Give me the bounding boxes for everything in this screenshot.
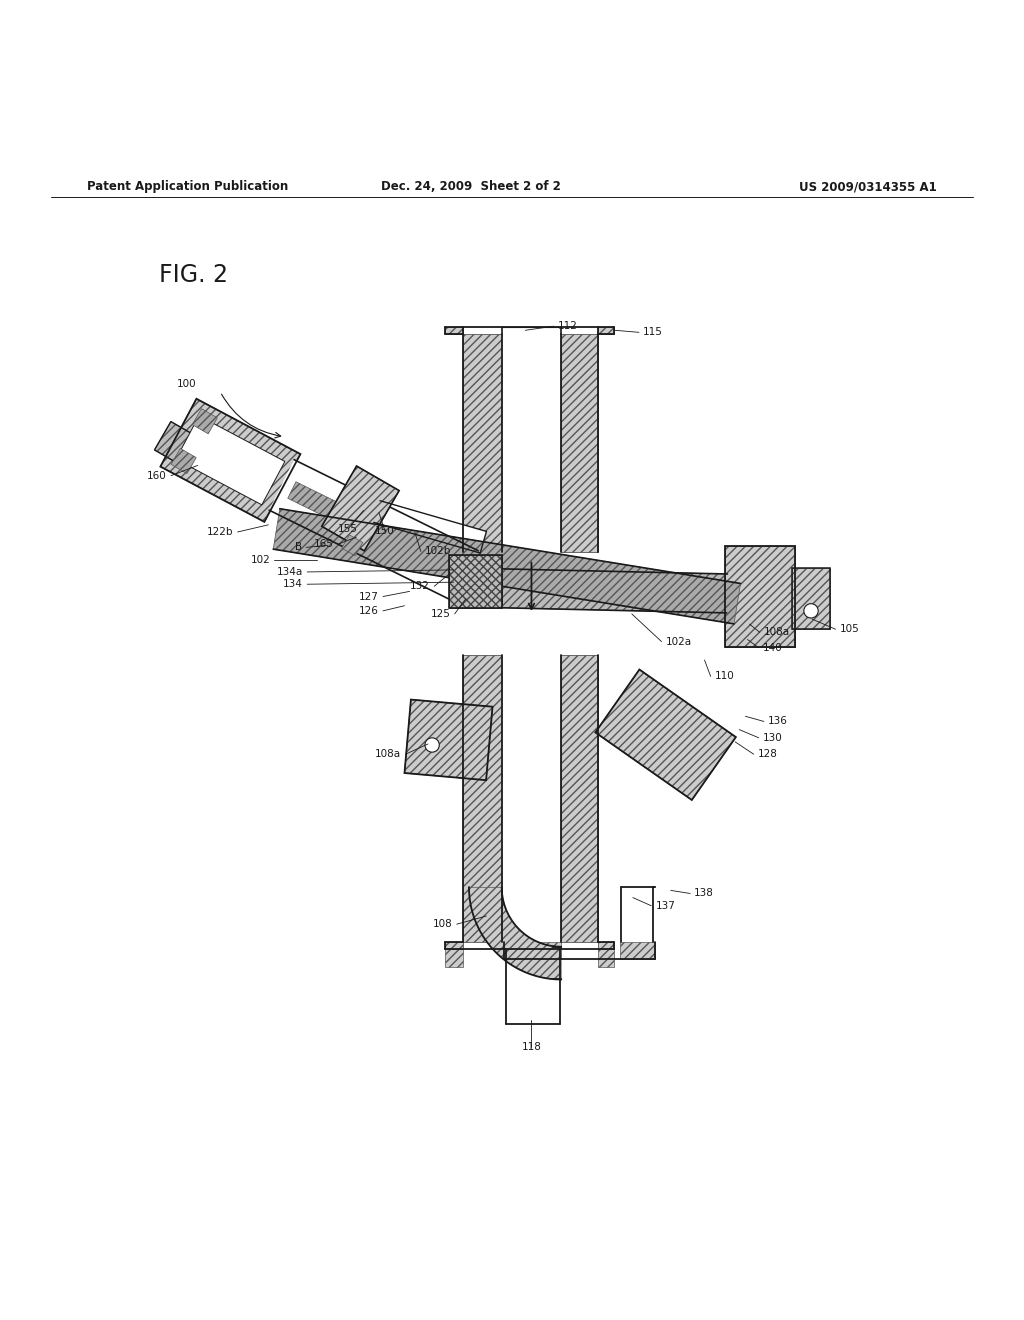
Polygon shape: [561, 334, 598, 553]
Polygon shape: [725, 546, 795, 647]
Text: 165: 165: [314, 540, 334, 549]
Text: 128: 128: [758, 750, 777, 759]
Polygon shape: [598, 949, 614, 968]
Text: 102b: 102b: [425, 546, 452, 557]
Polygon shape: [404, 700, 493, 780]
Polygon shape: [620, 941, 655, 960]
Polygon shape: [155, 421, 196, 465]
Polygon shape: [598, 327, 614, 334]
Text: Dec. 24, 2009  Sheet 2 of 2: Dec. 24, 2009 Sheet 2 of 2: [381, 181, 561, 194]
Text: Patent Application Publication: Patent Application Publication: [87, 181, 289, 194]
Text: 138: 138: [694, 888, 714, 899]
Text: 108a: 108a: [375, 750, 401, 759]
Text: 132: 132: [411, 581, 430, 591]
Text: 122b: 122b: [207, 527, 233, 537]
Polygon shape: [595, 669, 736, 800]
Circle shape: [425, 738, 439, 752]
Text: 125: 125: [431, 609, 451, 619]
Text: 134: 134: [284, 579, 303, 589]
Text: 105: 105: [840, 624, 859, 635]
Polygon shape: [463, 655, 502, 941]
Text: 136: 136: [768, 717, 787, 726]
Text: FIG. 2: FIG. 2: [159, 263, 227, 286]
Polygon shape: [502, 569, 727, 612]
Polygon shape: [273, 508, 740, 624]
Text: 127: 127: [359, 591, 379, 602]
Polygon shape: [502, 569, 727, 612]
Text: 150: 150: [375, 525, 395, 536]
Text: 102: 102: [251, 554, 270, 565]
Polygon shape: [502, 655, 561, 941]
Polygon shape: [269, 459, 478, 602]
Polygon shape: [161, 399, 300, 521]
Text: 100: 100: [176, 379, 197, 388]
Polygon shape: [506, 949, 560, 1023]
Text: 108: 108: [433, 919, 453, 929]
Text: 140: 140: [763, 643, 782, 652]
Polygon shape: [288, 482, 470, 585]
Polygon shape: [463, 334, 502, 553]
Polygon shape: [502, 655, 561, 941]
Polygon shape: [342, 535, 362, 556]
Text: 155: 155: [338, 524, 358, 533]
Text: US 2009/0314355 A1: US 2009/0314355 A1: [799, 181, 937, 194]
Polygon shape: [374, 500, 486, 553]
Text: 110: 110: [715, 672, 734, 681]
Circle shape: [804, 603, 818, 618]
Text: 126: 126: [359, 606, 379, 616]
Polygon shape: [469, 887, 561, 979]
Polygon shape: [322, 466, 399, 550]
Text: 108a: 108a: [764, 627, 791, 638]
Polygon shape: [504, 941, 561, 960]
Text: B: B: [295, 543, 302, 552]
Polygon shape: [598, 941, 614, 949]
Text: 130: 130: [763, 733, 782, 743]
Polygon shape: [193, 409, 217, 434]
Polygon shape: [176, 416, 285, 504]
Polygon shape: [449, 554, 502, 607]
Polygon shape: [171, 449, 197, 474]
Text: 160: 160: [147, 471, 167, 480]
Text: 137: 137: [655, 900, 675, 911]
Text: 102a: 102a: [666, 636, 692, 647]
Polygon shape: [561, 655, 598, 941]
Text: 118: 118: [521, 1041, 542, 1052]
Polygon shape: [445, 941, 463, 949]
Polygon shape: [502, 334, 561, 553]
Polygon shape: [445, 949, 463, 968]
Text: 115: 115: [643, 327, 663, 338]
Polygon shape: [445, 327, 463, 334]
Text: 112: 112: [558, 321, 578, 331]
Polygon shape: [792, 568, 830, 630]
Text: 134a: 134a: [276, 566, 303, 577]
